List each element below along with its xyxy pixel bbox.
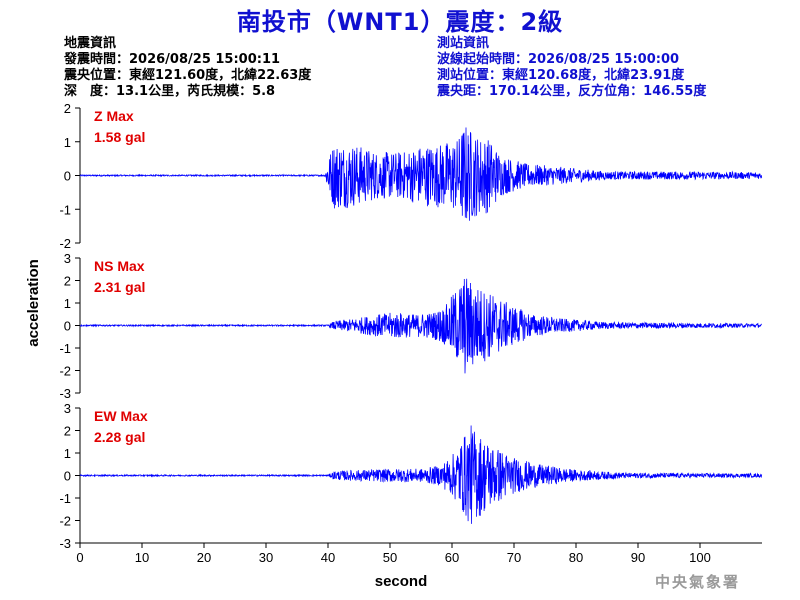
y-tick-label: 1	[64, 446, 71, 461]
y-tick-label: 3	[64, 401, 71, 416]
x-tick-label: 100	[689, 550, 711, 565]
y-tick-label: -2	[59, 364, 71, 379]
y-tick-label: -2	[59, 236, 71, 251]
max-value-z: 1.58 gal	[94, 129, 145, 145]
y-tick-label: 1	[64, 296, 71, 311]
x-axis-label: second	[375, 573, 428, 590]
y-tick-label: -2	[59, 514, 71, 529]
epicenter-location: 震央位置：東經121.60度，北緯22.63度	[64, 68, 312, 83]
station-location: 測站位置：東經120.68度，北緯23.91度	[437, 68, 685, 83]
arrival-time: 波線起始時間：2026/08/25 15:00:00	[437, 52, 680, 67]
x-tick-label: 30	[259, 550, 273, 565]
x-tick-label: 0	[76, 550, 83, 565]
x-tick-label: 70	[507, 550, 521, 565]
waveform-ew	[79, 425, 763, 524]
y-tick-label: 1	[64, 135, 71, 150]
y-tick-label: -1	[59, 491, 71, 506]
agency-name: 中央氣象署	[655, 573, 741, 591]
origin-time: 發震時間：2026/08/25 15:00:11	[64, 52, 281, 67]
event-info: 地震資訊 發震時間：2026/08/25 15:00:11 震央位置：東經121…	[64, 36, 311, 100]
y-axis-label: acceleration	[25, 259, 42, 347]
depth-magnitude: 深 度：13.1公里，芮氏規模：5.8	[64, 84, 276, 99]
y-tick-label: 3	[64, 251, 71, 266]
x-tick-label: 20	[197, 550, 211, 565]
y-tick-label: -3	[59, 536, 71, 551]
station-info-heading: 測站資訊	[437, 36, 490, 51]
page-title: 南投市（WNT1）震度：2級	[236, 8, 564, 36]
y-tick-label: -3	[59, 386, 71, 401]
y-tick-label: 2	[64, 101, 71, 116]
y-tick-label: 2	[64, 424, 71, 439]
max-label-z: Z Max	[94, 108, 134, 124]
epicentral-distance: 震央距：170.14公里，反方位角：146.55度	[437, 84, 707, 99]
waveform-ns	[79, 278, 763, 374]
y-tick-label: -1	[59, 202, 71, 217]
x-tick-label: 80	[569, 550, 583, 565]
x-tick-label: 40	[321, 550, 335, 565]
max-value-ew: 2.28 gal	[94, 429, 145, 445]
x-tick-label: 60	[445, 550, 459, 565]
x-tick-label: 10	[135, 550, 149, 565]
y-tick-label: 0	[64, 469, 71, 484]
y-tick-label: 0	[64, 169, 71, 184]
x-tick-label: 50	[383, 550, 397, 565]
max-label-ns: NS Max	[94, 258, 145, 274]
max-value-ns: 2.31 gal	[94, 279, 145, 295]
y-tick-label: 0	[64, 319, 71, 334]
max-label-ew: EW Max	[94, 408, 148, 424]
station-info: 測站資訊 波線起始時間：2026/08/25 15:00:00 測站位置：東經1…	[437, 36, 706, 100]
waveform-z	[79, 127, 763, 221]
y-tick-label: -1	[59, 341, 71, 356]
x-tick-label: 90	[631, 550, 645, 565]
y-tick-label: 2	[64, 274, 71, 289]
event-info-heading: 地震資訊	[64, 36, 117, 51]
